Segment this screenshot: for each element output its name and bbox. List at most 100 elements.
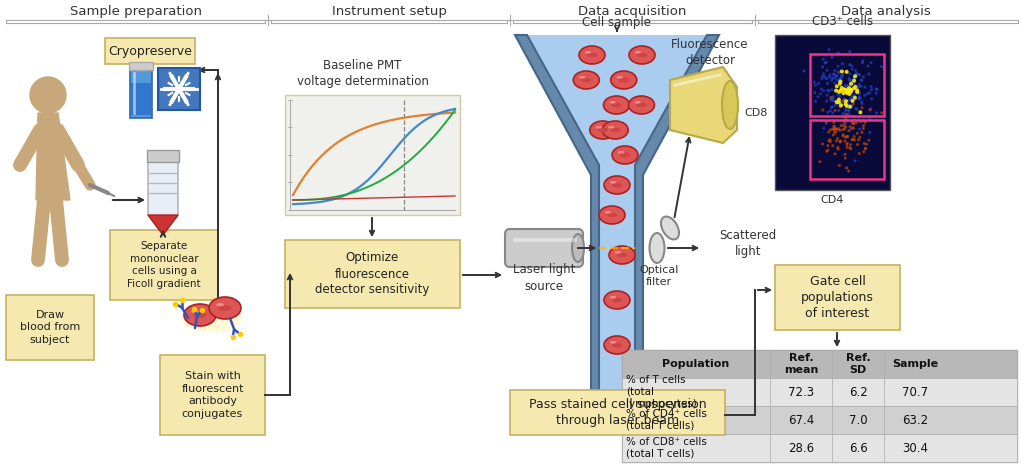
Circle shape <box>850 64 853 67</box>
Bar <box>160 355 265 435</box>
Circle shape <box>854 118 856 122</box>
Circle shape <box>816 95 819 98</box>
Circle shape <box>839 140 842 142</box>
Circle shape <box>857 92 860 95</box>
Circle shape <box>822 127 825 130</box>
Circle shape <box>874 92 878 95</box>
Circle shape <box>842 86 845 90</box>
Text: Scattered
light: Scattered light <box>719 228 776 258</box>
Circle shape <box>825 77 828 80</box>
Circle shape <box>813 80 816 84</box>
Circle shape <box>841 90 844 93</box>
Circle shape <box>834 81 837 85</box>
Circle shape <box>840 102 843 105</box>
Circle shape <box>831 95 835 98</box>
Circle shape <box>852 94 855 97</box>
Circle shape <box>846 86 849 89</box>
Circle shape <box>845 90 849 94</box>
Circle shape <box>853 74 857 78</box>
Circle shape <box>817 82 820 85</box>
Circle shape <box>841 100 844 102</box>
Circle shape <box>818 160 821 163</box>
Circle shape <box>858 73 861 77</box>
Circle shape <box>847 84 849 87</box>
Circle shape <box>827 139 830 142</box>
Text: Baseline PMT
voltage determination: Baseline PMT voltage determination <box>297 58 428 87</box>
Ellipse shape <box>610 296 616 298</box>
Circle shape <box>857 138 860 141</box>
Text: Separate
mononuclear
cells using a
Ficoll gradient: Separate mononuclear cells using a Ficol… <box>127 242 201 289</box>
Circle shape <box>803 70 806 72</box>
Circle shape <box>850 87 853 90</box>
Circle shape <box>850 121 853 124</box>
Circle shape <box>844 88 848 92</box>
Text: Sample: Sample <box>892 359 938 369</box>
Circle shape <box>823 76 826 78</box>
Circle shape <box>831 97 835 100</box>
Ellipse shape <box>191 310 200 313</box>
Text: Optical
filter: Optical filter <box>639 265 679 287</box>
Circle shape <box>844 123 847 125</box>
Text: Ref.
SD: Ref. SD <box>846 353 870 375</box>
Circle shape <box>841 74 844 77</box>
Circle shape <box>858 128 861 131</box>
Circle shape <box>844 157 847 160</box>
Circle shape <box>828 110 831 112</box>
Text: Cryopreserve: Cryopreserve <box>109 45 191 57</box>
Circle shape <box>842 112 845 115</box>
Circle shape <box>881 111 884 114</box>
Circle shape <box>843 119 846 122</box>
Circle shape <box>833 72 836 75</box>
Circle shape <box>821 109 824 111</box>
Circle shape <box>842 91 846 95</box>
Bar <box>810 120 885 179</box>
Circle shape <box>849 98 852 101</box>
Ellipse shape <box>634 101 641 104</box>
Bar <box>131 83 151 115</box>
Circle shape <box>849 94 852 96</box>
Bar <box>510 390 725 435</box>
Circle shape <box>847 86 851 90</box>
Ellipse shape <box>617 151 625 154</box>
Bar <box>158 68 200 110</box>
Text: 30.4: 30.4 <box>902 441 928 454</box>
Circle shape <box>834 69 837 72</box>
Circle shape <box>844 101 847 103</box>
Ellipse shape <box>182 304 242 332</box>
Circle shape <box>866 64 869 68</box>
Circle shape <box>858 136 861 139</box>
Circle shape <box>839 140 842 143</box>
Text: Population: Population <box>663 359 730 369</box>
Circle shape <box>844 84 847 87</box>
Circle shape <box>838 164 841 167</box>
Circle shape <box>825 150 828 153</box>
Text: Gate cell
populations
of interest: Gate cell populations of interest <box>801 275 873 320</box>
Text: 6.2: 6.2 <box>849 385 867 399</box>
Circle shape <box>850 115 853 118</box>
Circle shape <box>863 147 866 150</box>
Text: CD8: CD8 <box>744 108 768 118</box>
Circle shape <box>834 77 837 80</box>
Circle shape <box>860 78 863 82</box>
Text: % of CD4⁺ cells
(total T cells): % of CD4⁺ cells (total T cells) <box>626 409 707 431</box>
Ellipse shape <box>611 343 623 347</box>
Ellipse shape <box>218 305 231 311</box>
Bar <box>110 230 218 300</box>
Circle shape <box>869 85 872 88</box>
Ellipse shape <box>596 126 602 129</box>
Circle shape <box>854 159 856 163</box>
Circle shape <box>820 87 823 91</box>
Circle shape <box>837 146 840 149</box>
Circle shape <box>857 97 860 100</box>
Circle shape <box>837 98 841 102</box>
Circle shape <box>824 122 827 125</box>
Circle shape <box>835 84 839 88</box>
Circle shape <box>30 77 66 113</box>
Circle shape <box>847 170 850 172</box>
Circle shape <box>836 74 838 78</box>
Ellipse shape <box>609 246 635 264</box>
Circle shape <box>830 88 834 91</box>
Ellipse shape <box>602 121 629 139</box>
Text: 70.7: 70.7 <box>902 385 928 399</box>
Circle shape <box>846 89 850 93</box>
